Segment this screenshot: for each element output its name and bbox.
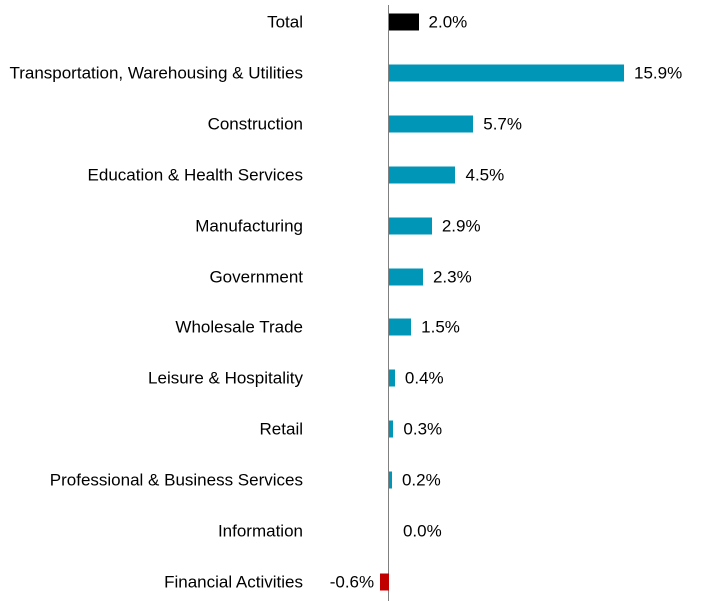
category-label: Total	[267, 12, 303, 32]
category-label: Leisure & Hospitality	[148, 368, 303, 388]
category-label: Government	[209, 267, 303, 286]
bar	[388, 420, 394, 438]
category-label: Education & Health Services	[87, 165, 303, 185]
category-label: Information	[217, 521, 303, 541]
bar	[388, 217, 432, 235]
value-label: 2.3%	[432, 267, 472, 286]
value-label: 2.0%	[428, 12, 468, 32]
value-label: 0.2%	[401, 470, 441, 490]
value-label: 2.9%	[441, 216, 481, 236]
bar	[388, 13, 419, 31]
value-label: 0.4%	[404, 368, 444, 388]
category-label: Transportation, Warehousing & Utilities	[9, 63, 303, 83]
category-label: Construction	[207, 114, 303, 134]
bar	[388, 318, 412, 336]
bar	[388, 166, 456, 184]
bar	[388, 471, 392, 489]
category-label: Wholesale Trade	[175, 317, 303, 337]
value-label: 15.9%	[634, 63, 683, 83]
bar	[380, 573, 389, 591]
bar	[388, 115, 474, 133]
category-label: Manufacturing	[195, 216, 303, 236]
value-label: 5.7%	[483, 114, 522, 134]
bar	[388, 64, 624, 82]
bar	[388, 369, 395, 387]
value-label: 0.3%	[403, 419, 443, 439]
axis-line	[388, 5, 390, 601]
category-label: Professional & Business Services	[49, 470, 303, 490]
bar	[388, 268, 423, 285]
category-label: Financial Activities	[164, 572, 303, 592]
category-label: Retail	[259, 419, 303, 439]
value-label: 1.5%	[421, 317, 460, 337]
value-label: 4.5%	[465, 165, 505, 185]
value-label: -0.6%	[329, 572, 375, 592]
value-label: 0.0%	[402, 521, 442, 541]
